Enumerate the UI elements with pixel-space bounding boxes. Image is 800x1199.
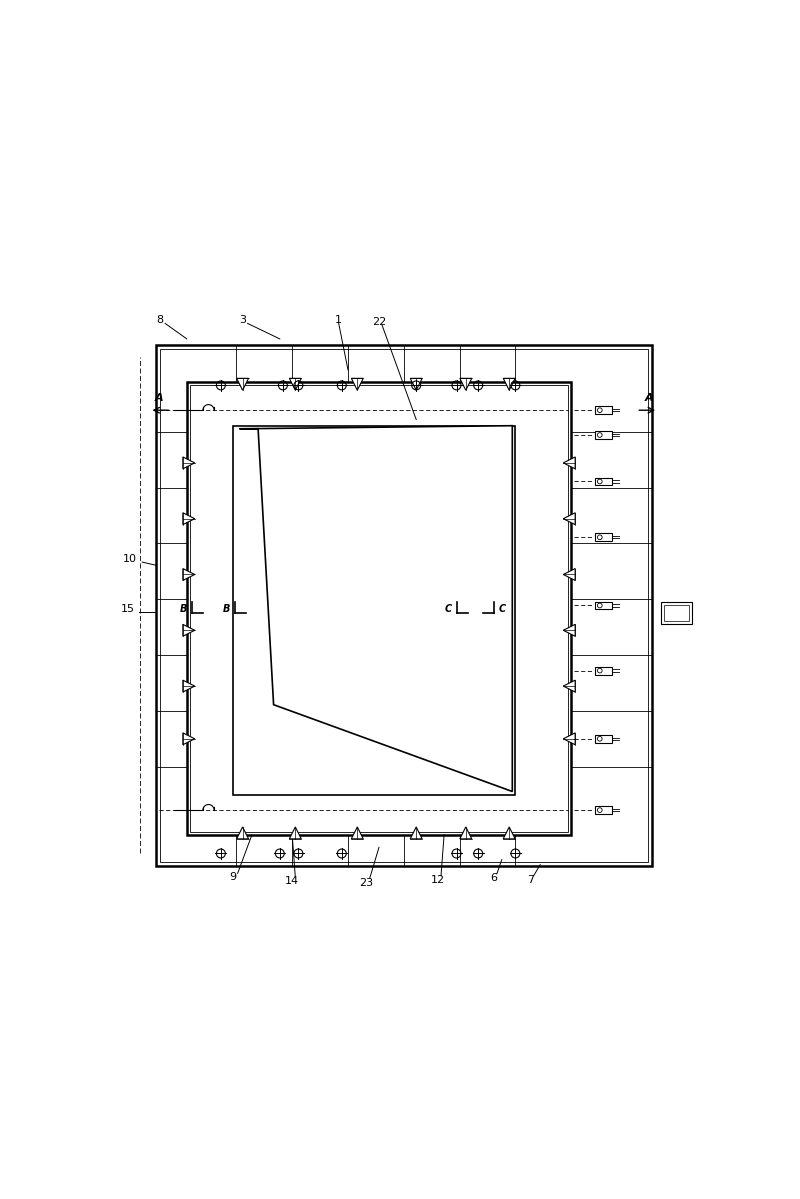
Polygon shape — [237, 827, 249, 839]
Text: 14: 14 — [285, 876, 299, 886]
Text: 15: 15 — [121, 603, 135, 614]
Polygon shape — [183, 733, 194, 745]
Text: 23: 23 — [359, 878, 374, 888]
Bar — [594, 602, 611, 609]
Text: 1: 1 — [335, 315, 342, 325]
Polygon shape — [563, 733, 575, 745]
Bar — [156, 345, 652, 866]
Text: C: C — [445, 604, 451, 614]
Text: 3: 3 — [239, 315, 246, 325]
Bar — [594, 432, 611, 439]
Polygon shape — [410, 827, 422, 839]
Polygon shape — [183, 680, 194, 692]
Bar — [594, 534, 611, 541]
Polygon shape — [351, 827, 363, 839]
Bar — [661, 602, 692, 625]
Text: 7: 7 — [527, 874, 534, 885]
Bar — [594, 735, 611, 742]
Polygon shape — [410, 379, 422, 390]
Polygon shape — [503, 827, 515, 839]
Polygon shape — [563, 680, 575, 692]
Text: 6: 6 — [490, 873, 498, 884]
Bar — [594, 406, 611, 414]
Bar — [594, 667, 611, 675]
Bar — [190, 385, 568, 832]
Bar — [664, 604, 689, 621]
Text: C: C — [498, 604, 506, 614]
Polygon shape — [460, 379, 472, 390]
Bar — [187, 382, 571, 835]
Bar — [234, 426, 515, 795]
Polygon shape — [563, 568, 575, 580]
Polygon shape — [183, 568, 194, 580]
Text: 图1: 图1 — [671, 608, 682, 617]
Bar — [159, 349, 648, 862]
Polygon shape — [183, 457, 194, 469]
Text: 9: 9 — [230, 872, 237, 882]
Polygon shape — [183, 513, 194, 525]
Polygon shape — [563, 457, 575, 469]
Bar — [594, 477, 611, 486]
Text: B: B — [223, 604, 230, 614]
Polygon shape — [290, 379, 302, 390]
Text: 12: 12 — [431, 875, 445, 885]
Polygon shape — [239, 426, 512, 791]
Polygon shape — [183, 625, 194, 637]
Text: 8: 8 — [156, 315, 163, 325]
Polygon shape — [460, 827, 472, 839]
Polygon shape — [351, 379, 363, 390]
Polygon shape — [290, 827, 302, 839]
Text: 10: 10 — [122, 554, 137, 564]
Polygon shape — [563, 625, 575, 637]
Text: 22: 22 — [372, 317, 386, 326]
Polygon shape — [237, 379, 249, 390]
Text: A: A — [644, 393, 653, 403]
Text: B: B — [179, 604, 187, 614]
Polygon shape — [503, 379, 515, 390]
Bar — [594, 806, 611, 814]
Text: A: A — [154, 393, 163, 403]
Polygon shape — [563, 513, 575, 525]
